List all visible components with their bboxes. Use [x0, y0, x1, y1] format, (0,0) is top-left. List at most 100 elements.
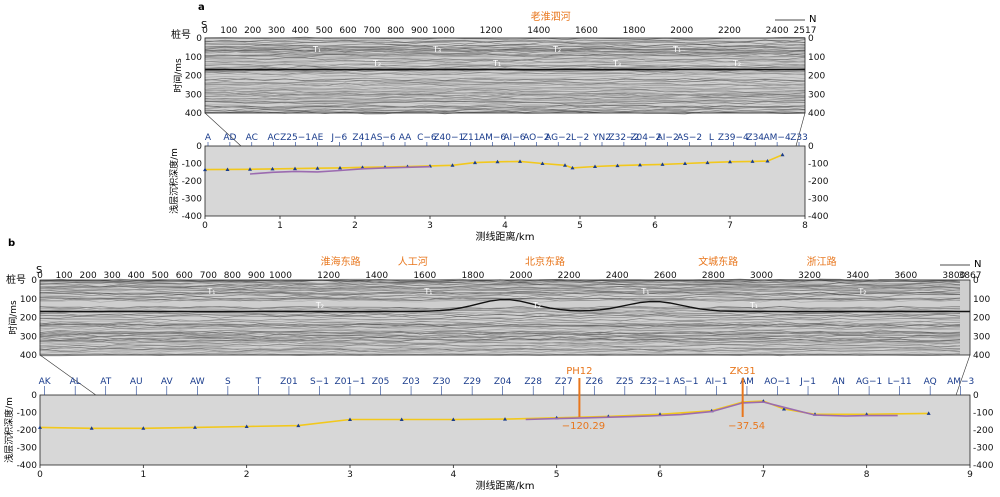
station-tick-label: 300 [104, 271, 121, 281]
seismic-trace [39, 322, 961, 326]
station-tick-label: 2000 [670, 26, 693, 36]
data-point [638, 162, 642, 167]
station-tick-label: 2000 [510, 271, 533, 281]
station-tick-label: 1000 [432, 26, 455, 36]
station-tick-label: 1600 [413, 271, 436, 281]
y-tick-label: -200 [182, 177, 203, 187]
borehole-label: AC [268, 133, 280, 143]
y-tick-label-right: -400 [808, 212, 829, 222]
end-label-left: S [36, 265, 42, 276]
borehole-label: Z29 [463, 377, 481, 387]
borehole-label: AO−1 [764, 377, 790, 387]
seismic-trace [204, 86, 806, 91]
x-tick-label: 8 [864, 470, 870, 480]
seismic-y-tick: 100 [185, 53, 202, 63]
seismic-trace [204, 81, 806, 85]
data-point [38, 425, 42, 429]
seismic-y-tick-right: 0 [973, 276, 979, 286]
seismic-trace [204, 80, 806, 84]
x-tick-label: 0 [37, 470, 43, 480]
data-point [89, 426, 94, 430]
series-line [249, 165, 431, 175]
station-tick-label: 1000 [269, 271, 292, 281]
end-label-left: S [201, 20, 207, 31]
seismic-trace [204, 61, 805, 66]
end-label-right: N [809, 14, 816, 25]
x-axis-label: 测线距离/km [476, 479, 535, 492]
borehole-label: L−2 [571, 133, 589, 143]
seismic-trace [39, 291, 961, 296]
seismic-trace [204, 70, 806, 74]
seismic-trace [204, 106, 806, 111]
seismic-trace [204, 57, 806, 61]
data-point [503, 417, 507, 421]
road-annotation: 人工河 [398, 256, 428, 268]
seismic-trace [204, 48, 806, 53]
road-annotation: 北京东路 [525, 255, 565, 268]
station-tick-label: 900 [248, 271, 265, 281]
highlight-depth-label: −120.29 [562, 421, 605, 432]
borehole-label: AM−3 [947, 377, 974, 387]
seismic-trace [39, 288, 961, 293]
station-tick-label: 0 [202, 26, 208, 36]
road-annotation: 淮海东路 [321, 255, 361, 268]
borehole-label: Z11 [462, 133, 480, 143]
seismic-y-tick-right: 300 [808, 90, 825, 100]
seismic-trace [204, 86, 806, 90]
x-axis-label: 测线距离/km [476, 230, 535, 243]
borehole-label: Z33 [790, 133, 808, 143]
borehole-label: AL [70, 377, 81, 387]
depth-background [40, 395, 970, 465]
y-axis-label: 浅层沉积深度/m [168, 148, 180, 214]
series-line [39, 400, 929, 430]
seismic-y-tick-right: 400 [808, 109, 825, 119]
data-point [683, 161, 687, 165]
y-tick-label-right: -400 [973, 461, 994, 471]
station-tick-label: 2517 [794, 26, 817, 36]
seismic-axis-label: 时间/ms [172, 58, 184, 93]
data-point [705, 160, 710, 165]
seismic-trace [39, 283, 961, 288]
borehole-label: T [255, 377, 262, 387]
seismic-trace [204, 39, 806, 44]
station-tick-label: 1400 [527, 26, 550, 36]
seismic-frame [39, 279, 971, 356]
horizon-label: T₃ [432, 45, 441, 54]
data-point [750, 159, 755, 163]
x-tick-label: 3 [347, 470, 353, 480]
data-point [193, 425, 197, 429]
y-tick-label: -100 [17, 409, 38, 419]
depth-frame [39, 394, 971, 466]
borehole-label: AG−2 [545, 133, 571, 143]
data-point [248, 167, 252, 171]
seismic-trace [204, 65, 806, 69]
data-point [570, 165, 575, 170]
seismic-trace [39, 327, 961, 331]
seismic-y-tick-right: 100 [808, 53, 825, 63]
station-tick-label: 1200 [317, 271, 340, 281]
seismic-trace [39, 280, 961, 285]
data-point [399, 417, 404, 421]
highlight-depth-label: −37.54 [728, 421, 765, 432]
station-tick-label: 400 [292, 26, 309, 36]
connector-right [795, 112, 806, 147]
series-line [204, 154, 783, 171]
x-tick-label: 5 [554, 470, 560, 480]
data-point [270, 166, 275, 171]
seismic-reflector [40, 299, 970, 313]
station-tick-label: 300 [268, 26, 285, 36]
seismic-trace [204, 75, 806, 80]
y-tick-label: 0 [31, 391, 37, 401]
y-tick-label-right: 0 [973, 391, 979, 401]
station-tick-label: 500 [152, 271, 169, 281]
borehole-label: AC [246, 133, 258, 143]
data-point [660, 162, 665, 166]
y-tick-label: -400 [17, 461, 38, 471]
seismic-trace [204, 97, 806, 101]
seismic-trace [39, 287, 960, 292]
seismic-y-tick: 300 [185, 90, 202, 100]
x-tick-label: 7 [727, 221, 733, 231]
borehole-label: C−6 [417, 133, 437, 143]
data-point [563, 163, 567, 167]
